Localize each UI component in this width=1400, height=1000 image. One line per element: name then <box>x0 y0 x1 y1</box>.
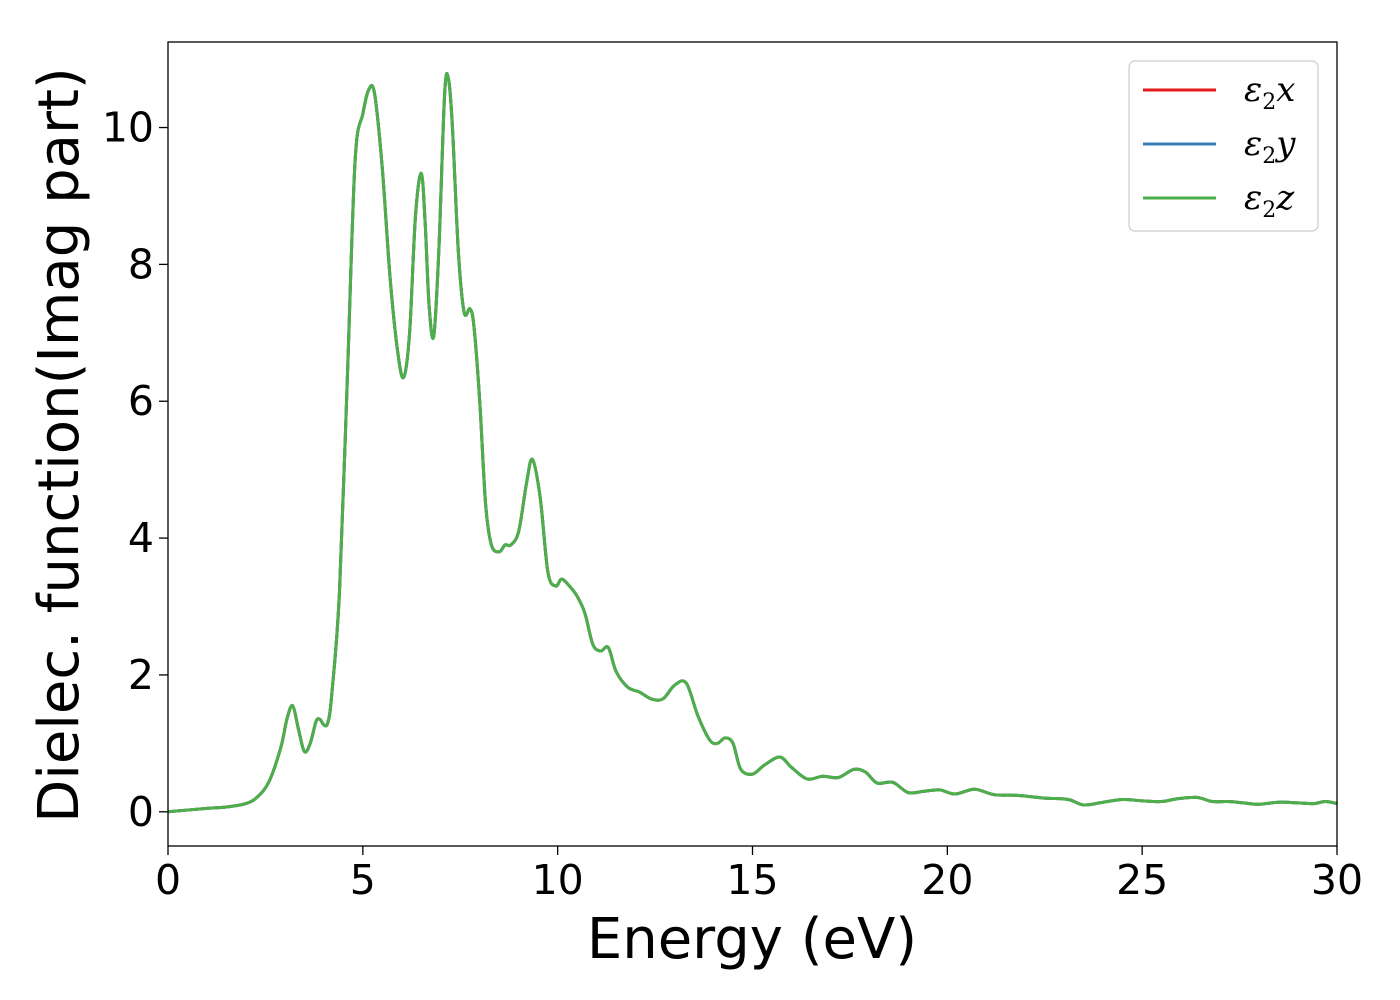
y-tick-label: 4 <box>128 514 154 562</box>
legend: ε2x ε2y ε2z <box>1128 60 1319 232</box>
plot-lines <box>168 72 1337 814</box>
y-tick-label: 8 <box>128 240 154 288</box>
x-axis-ticks: 0 5 10 15 20 25 30 <box>155 846 1363 904</box>
x-tick-label: 0 <box>155 856 181 904</box>
legend-label-3: ε2z <box>1244 178 1295 223</box>
legend-label-2: ε2y <box>1244 124 1296 169</box>
y-tick-label: 0 <box>128 788 154 836</box>
series-line-3 <box>168 72 1337 814</box>
y-axis-ticks: 0 2 4 6 8 10 <box>102 104 168 836</box>
y-axis-label: Dielec. function(Imag part) <box>27 67 92 823</box>
x-axis-label: Energy (eV) <box>587 907 917 972</box>
y-tick-label: 10 <box>102 104 154 152</box>
x-tick-label: 30 <box>1311 856 1363 904</box>
legend-label-1: ε2x <box>1244 70 1295 115</box>
legend-box <box>1128 60 1319 232</box>
x-tick-label: 5 <box>350 856 376 904</box>
y-tick-label: 2 <box>128 651 154 699</box>
x-tick-label: 15 <box>726 856 778 904</box>
x-tick-label: 10 <box>532 856 584 904</box>
y-tick-label: 6 <box>128 377 154 425</box>
x-tick-label: 20 <box>921 856 973 904</box>
x-tick-label: 25 <box>1116 856 1168 904</box>
